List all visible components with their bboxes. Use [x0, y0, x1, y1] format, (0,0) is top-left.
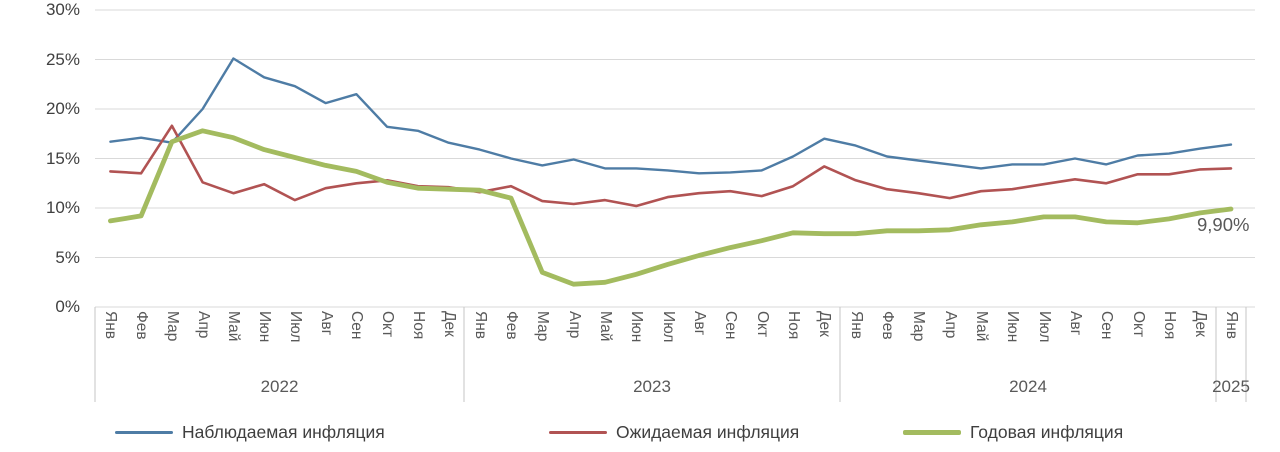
x-axis-month-label: Апр — [194, 311, 212, 339]
x-axis-month-label: Июл — [1035, 311, 1053, 343]
y-axis-tick-label: 15% — [45, 148, 80, 168]
x-axis-month-label: Сен — [348, 311, 366, 340]
x-axis-month-label: Июн — [1004, 311, 1022, 343]
legend-line-swatch-red-icon — [549, 430, 607, 434]
legend-item-observed-inflation: Наблюдаемая инфляция — [115, 420, 385, 444]
legend-item-expected-inflation: Ожидаемая инфляция — [549, 420, 799, 444]
y-axis-tick-label: 20% — [45, 99, 80, 118]
x-axis-month-label: Апр — [565, 311, 583, 339]
x-axis-month-label: Дек — [1192, 311, 1210, 337]
y-axis-tick-label: 10% — [45, 198, 80, 217]
x-axis-month-label: Июл — [659, 311, 677, 343]
x-axis-month-label: Ноя — [1161, 311, 1178, 340]
x-axis-month-label: Фев — [879, 311, 896, 340]
x-axis-month-label: Авг — [317, 311, 335, 336]
x-axis-month-label: Сен — [1098, 311, 1116, 340]
x-axis-year-label: 2022 — [260, 377, 299, 396]
x-axis-month-label: Окт — [379, 311, 397, 338]
x-axis-month-label: Май — [973, 311, 990, 342]
last-point-data-label: 9,90% — [1197, 214, 1250, 235]
y-axis-tick-label: 25% — [45, 49, 80, 69]
x-axis-month-label: Авг — [691, 311, 708, 336]
chart-legend: Наблюдаемая инфляция Ожидаемая инфляция … — [0, 420, 1280, 448]
series-line-2 — [108, 128, 1234, 287]
x-axis-month-label: Дек — [440, 311, 458, 337]
y-axis-tick-label: 30% — [45, 0, 80, 19]
x-axis-month-label: Мар — [534, 311, 552, 342]
x-axis-month-label: Май — [597, 311, 614, 342]
x-axis-month-label: Июн — [628, 311, 646, 343]
series-line-1 — [109, 124, 1233, 208]
x-axis-year-label: 2023 — [633, 377, 671, 396]
x-axis-month-label: Ноя — [409, 311, 427, 340]
x-axis-year-label: 2024 — [1009, 377, 1047, 396]
legend-line-swatch-blue-icon — [115, 430, 173, 434]
x-axis-month-label: Янв — [1223, 311, 1240, 339]
x-axis-month-label: Мар — [910, 311, 928, 342]
x-axis-month-label: Янв — [471, 311, 489, 339]
x-axis-month-label: Окт — [1129, 311, 1147, 338]
legend-item-annual-inflation: Годовая инфляция — [903, 420, 1123, 444]
x-axis-month-label: Май — [225, 311, 243, 342]
y-axis-tick-label: 5% — [55, 247, 80, 267]
x-axis-month-label: Дек — [816, 311, 834, 337]
x-axis-month-label: Авг — [1067, 311, 1084, 336]
x-axis-month-label: Июл — [286, 311, 304, 343]
legend-label-annual-inflation: Годовая инфляция — [970, 421, 1124, 442]
legend-label-observed-inflation: Наблюдаемая инфляция — [182, 421, 385, 442]
x-axis-month-label: Сен — [722, 311, 740, 340]
x-axis-month-label: Янв — [847, 311, 865, 339]
legend-label-expected-inflation: Ожидаемая инфляция — [616, 421, 800, 442]
x-axis-month-label: Фев — [503, 311, 520, 340]
x-axis-month-label: Апр — [941, 311, 959, 339]
x-axis-month-label: Фев — [133, 311, 151, 340]
x-axis-month-label: Янв — [102, 311, 120, 339]
x-axis-month-label: Окт — [753, 311, 771, 338]
series-line-0 — [109, 57, 1233, 175]
x-axis-month-label: Июн — [256, 311, 274, 343]
legend-line-swatch-green-icon — [903, 429, 961, 435]
x-axis-year-label: 2025 — [1212, 377, 1250, 396]
y-axis-tick-label: 0% — [55, 297, 80, 316]
x-axis-month-label: Мар — [163, 311, 181, 342]
x-axis-month-label: Ноя — [785, 311, 802, 340]
